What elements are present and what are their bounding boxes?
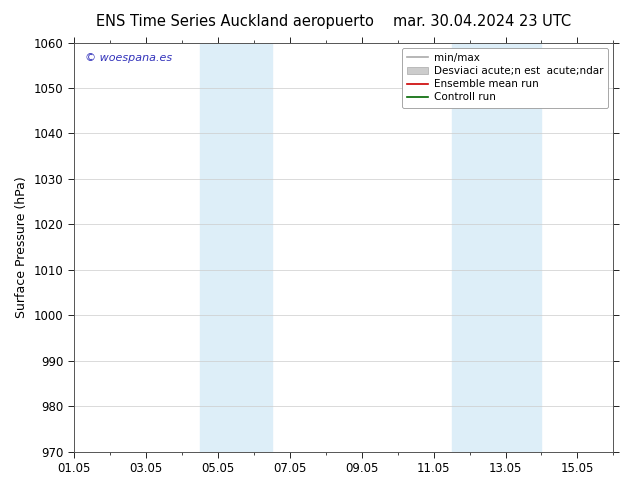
Text: © woespana.es: © woespana.es [84, 53, 172, 63]
Bar [200, 43, 271, 452]
Text: ENS Time Series Auckland aeropuerto: ENS Time Series Auckland aeropuerto [96, 14, 373, 29]
Bar [451, 43, 541, 452]
Text: mar. 30.04.2024 23 UTC: mar. 30.04.2024 23 UTC [393, 14, 571, 29]
Legend: min/max, Desviaci acute;n est  acute;ndar, Ensemble mean run, Controll run: min/max, Desviaci acute;n est acute;ndar… [403, 48, 608, 108]
Y-axis label: Surface Pressure (hPa): Surface Pressure (hPa) [15, 176, 28, 318]
